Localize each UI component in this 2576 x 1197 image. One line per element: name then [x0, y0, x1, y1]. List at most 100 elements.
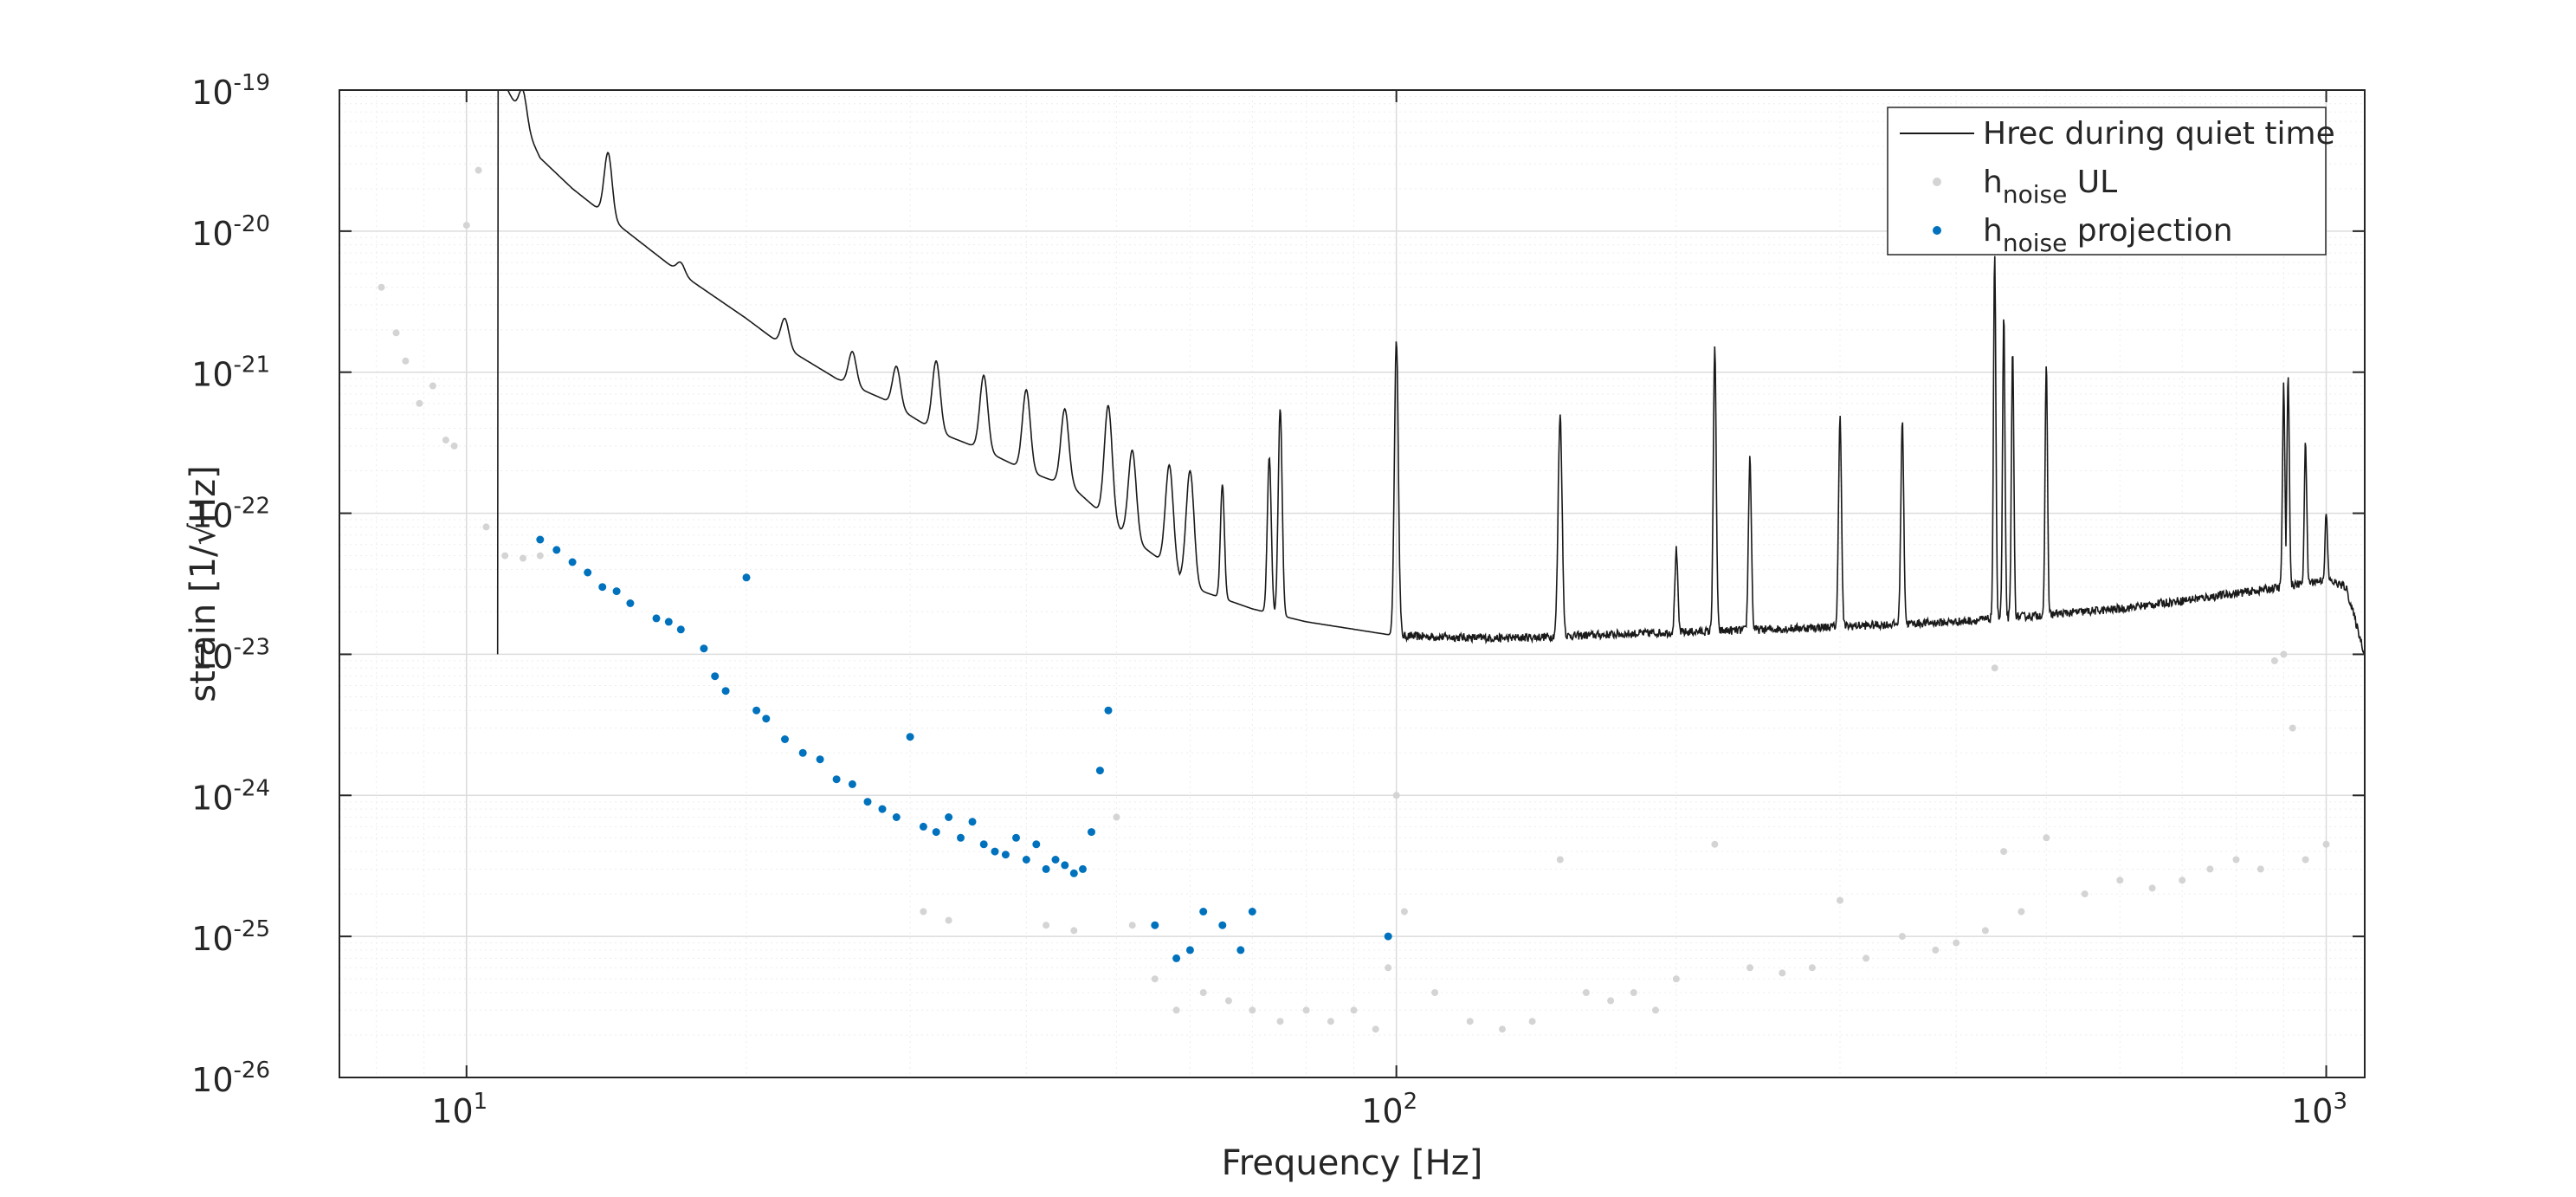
point-hnoise-ul [1327, 1018, 1334, 1026]
point-hnoise-projection [1151, 921, 1159, 929]
point-hnoise-projection [1248, 908, 1256, 916]
point-hnoise-ul [1837, 896, 1843, 904]
point-hnoise-projection [863, 798, 872, 806]
point-hnoise-ul [1607, 997, 1615, 1005]
legend-label: Hrec during quiet time [1983, 116, 2335, 152]
point-hnoise-projection [664, 618, 673, 626]
point-hnoise-ul [2116, 877, 2124, 884]
point-hnoise-projection [1061, 861, 1069, 870]
point-hnoise-ul [1466, 1018, 1474, 1026]
point-hnoise-ul [2148, 884, 2156, 892]
point-hnoise-ul [2256, 865, 2264, 873]
point-hnoise-ul [1151, 975, 1159, 983]
point-hnoise-ul [378, 283, 385, 291]
point-hnoise-ul [501, 552, 509, 560]
point-hnoise-projection [598, 583, 607, 592]
point-hnoise-ul [1672, 975, 1680, 983]
point-hnoise-projection [798, 748, 807, 757]
point-hnoise-ul [520, 554, 526, 562]
point-hnoise-ul [1302, 1006, 1310, 1014]
point-hnoise-projection [1384, 932, 1392, 941]
point-hnoise-projection [584, 568, 592, 577]
point-hnoise-ul [1392, 792, 1400, 799]
point-hnoise-projection [711, 672, 720, 681]
point-hnoise-ul [920, 908, 927, 916]
point-hnoise-ul [2081, 890, 2089, 898]
point-hnoise-projection [1199, 908, 1208, 916]
point-hnoise-ul [1779, 969, 1786, 977]
point-hnoise-projection [1185, 946, 1194, 954]
point-hnoise-projection [957, 833, 965, 842]
point-hnoise-ul [1932, 946, 1940, 954]
point-hnoise-projection [536, 535, 545, 544]
point-hnoise-ul [2322, 840, 2330, 848]
point-hnoise-projection [945, 813, 953, 821]
y-axis-title: strain [1/√Hz] [184, 465, 223, 702]
point-hnoise-projection [721, 687, 730, 696]
point-hnoise-projection [919, 822, 927, 831]
point-hnoise-projection [1022, 856, 1030, 864]
point-hnoise-ul [1431, 989, 1439, 996]
point-hnoise-ul [1128, 922, 1136, 929]
point-hnoise-projection [1236, 946, 1245, 954]
point-hnoise-projection [1095, 767, 1104, 775]
point-hnoise-projection [1051, 856, 1060, 864]
point-hnoise-ul [1224, 997, 1232, 1005]
point-hnoise-ul [429, 382, 436, 390]
point-hnoise-projection [1001, 851, 1010, 859]
point-hnoise-ul [2179, 877, 2186, 884]
point-hnoise-ul [1630, 989, 1637, 996]
point-hnoise-projection [781, 735, 789, 743]
point-hnoise-projection [1088, 828, 1095, 837]
point-hnoise-ul [450, 442, 458, 450]
point-hnoise-ul [2018, 908, 2025, 916]
point-hnoise-ul [442, 437, 449, 444]
point-hnoise-ul [2280, 650, 2288, 658]
point-hnoise-projection [832, 775, 841, 784]
point-hnoise-ul [1652, 1006, 1659, 1014]
point-hnoise-ul [1863, 954, 1870, 962]
point-hnoise-ul [1172, 1006, 1180, 1014]
legend-marker-projection [1933, 226, 1941, 235]
point-hnoise-ul [1953, 939, 1960, 947]
point-hnoise-ul [416, 399, 423, 407]
point-hnoise-ul [1400, 908, 1408, 916]
series-layer [378, 90, 2365, 1033]
point-hnoise-projection [568, 558, 577, 566]
point-hnoise-ul [2232, 856, 2240, 864]
legend-marker-ul [1933, 178, 1941, 186]
point-hnoise-ul [1746, 964, 1753, 972]
point-hnoise-projection [1104, 706, 1113, 715]
point-hnoise-ul [475, 166, 482, 174]
point-hnoise-projection [552, 546, 561, 554]
point-hnoise-projection [932, 828, 940, 837]
point-hnoise-projection [1032, 840, 1041, 849]
point-hnoise-ul [536, 552, 544, 560]
point-hnoise-ul [392, 329, 400, 337]
point-hnoise-ul [2270, 657, 2278, 664]
point-hnoise-ul [462, 222, 470, 230]
point-hnoise-ul [1499, 1026, 1506, 1033]
point-hnoise-projection [1042, 864, 1050, 873]
point-hnoise-ul [1711, 840, 1719, 848]
point-hnoise-ul [482, 523, 490, 531]
point-hnoise-ul [1385, 964, 1392, 972]
x-tick-label: 102 [1361, 1089, 1417, 1130]
point-hnoise-ul [402, 357, 410, 365]
point-hnoise-projection [1012, 833, 1020, 842]
point-hnoise-ul [2206, 865, 2214, 873]
point-hnoise-ul [2000, 848, 2008, 856]
point-hnoise-projection [652, 614, 661, 623]
point-hnoise-ul [1199, 989, 1207, 996]
point-hnoise-ul [1070, 927, 1078, 935]
point-hnoise-projection [1218, 921, 1227, 929]
grid-layer [339, 89, 2365, 1078]
plot-frame [339, 89, 2366, 1078]
point-hnoise-ul [1991, 664, 1998, 672]
x-axis-title: Frequency [Hz] [1222, 1143, 1483, 1183]
point-hnoise-ul [1350, 1006, 1358, 1014]
point-hnoise-ul [1528, 1018, 1536, 1026]
series-line-hrec [496, 90, 2365, 655]
